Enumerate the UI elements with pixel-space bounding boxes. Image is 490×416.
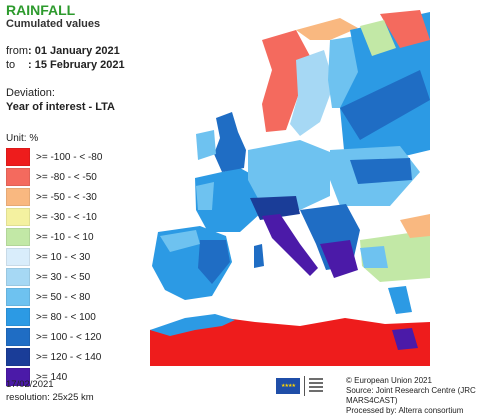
legend-item: >= -80 - < -50 (6, 167, 102, 187)
sweden (290, 50, 334, 136)
legend-item: >= 120 - < 140 (6, 347, 102, 367)
ireland (196, 130, 216, 160)
alps-wet (250, 196, 300, 220)
legend-item: >= 50 - < 80 (6, 287, 102, 307)
france-west-light (196, 182, 214, 210)
legend-item: >= 80 - < 100 (6, 307, 102, 327)
map-subtitle: Cumulated values (6, 18, 101, 30)
legend-label: >= 10 - < 30 (36, 251, 91, 263)
footer-resolution: resolution: 25x25 km (6, 392, 94, 403)
legend-swatch (6, 308, 30, 326)
russia-north-dry (380, 10, 430, 48)
from-date-row: from: 01 January 2021 (6, 45, 120, 57)
legend-swatch (6, 288, 30, 306)
legend-item: >= 10 - < 30 (6, 247, 102, 267)
legend-item: >= 140 (6, 367, 102, 387)
legend-label: >= -10 - < 10 (36, 231, 94, 243)
legend-label: >= 50 - < 80 (36, 291, 91, 303)
eu-stars-icon: ★★★★ (281, 383, 296, 389)
jrc-bars-icon (309, 378, 323, 394)
legend-swatch (6, 188, 30, 206)
italy (262, 214, 318, 276)
levant (388, 286, 412, 314)
norway (262, 30, 310, 132)
legend-label: >= -50 - < -30 (36, 191, 97, 203)
legend-item: >= -50 - < -30 (6, 187, 102, 207)
deviation-value: Year of interest - LTA (6, 101, 116, 113)
credits-block: © European Union 2021 Source: Joint Rese… (346, 376, 490, 416)
legend-item: >= 30 - < 50 (6, 267, 102, 287)
to-value: : 15 February 2021 (28, 59, 125, 71)
russia-north-yellow (360, 20, 396, 56)
credit-line-2: Source: Joint Research Centre (JRC MARS4… (346, 386, 476, 405)
map-title: RAINFALL (6, 2, 76, 18)
legend-label: >= -100 - < -80 (36, 151, 103, 163)
legend-item: >= -30 - < -10 (6, 207, 102, 227)
legend-label: >= -30 - < -10 (36, 211, 97, 223)
legend-swatch (6, 168, 30, 186)
jrc-logo (304, 376, 327, 396)
footer-date: 17/02/2021 (6, 379, 54, 390)
north-africa-coast-wet (150, 314, 235, 336)
sardinia (254, 244, 264, 268)
to-date-row: to : 15 February 2021 (6, 59, 125, 71)
legend-swatch (6, 248, 30, 266)
legend-label: >= 30 - < 50 (36, 271, 91, 283)
rainfall-map (150, 10, 430, 366)
turkey (360, 230, 430, 282)
iberia-north-wet (160, 230, 200, 252)
legend-swatch (6, 348, 30, 366)
greece-wet (320, 240, 358, 278)
legend: >= -100 - < -80 >= -80 - < -50 >= -50 - … (6, 147, 102, 387)
ukraine-dark-band (350, 158, 412, 184)
legend-swatch (6, 328, 30, 346)
turkey-west-wet (360, 246, 388, 268)
eu-flag-logo: ★★★★ (276, 378, 300, 394)
caucasus-dry (400, 214, 430, 238)
legend-item: >= 100 - < 120 (6, 327, 102, 347)
legend-label: >= -80 - < -50 (36, 171, 97, 183)
legend-label: >= 120 - < 140 (36, 351, 102, 363)
legend-label: >= 140 (36, 371, 68, 383)
legend-swatch (6, 148, 30, 166)
central-europe (248, 140, 330, 210)
legend-swatch (6, 268, 30, 286)
legend-item: >= -100 - < -80 (6, 147, 102, 167)
great-britain (214, 112, 246, 172)
legend-swatch (6, 228, 30, 246)
credit-line-1: © European Union 2021 (346, 376, 432, 385)
legend-label: >= 80 - < 100 (36, 311, 96, 323)
north-africa-region (150, 316, 430, 366)
legend-label: >= 100 - < 120 (36, 331, 102, 343)
europe-map-svg (150, 10, 430, 366)
to-label: to (6, 59, 16, 71)
legend-swatch (6, 208, 30, 226)
credit-line-3: Processed by: Alterra consortium (346, 406, 464, 415)
north-norway-coast (296, 18, 358, 40)
legend-swatch (6, 368, 30, 386)
legend-unit: Unit: % (6, 133, 39, 144)
legend-item: >= -10 - < 10 (6, 227, 102, 247)
russia-belt-dark (340, 70, 430, 140)
egypt-wet-patch (392, 328, 418, 350)
iberia-east-wet (198, 240, 230, 284)
from-label: from (6, 45, 28, 57)
from-value: : 01 January 2021 (28, 45, 120, 57)
deviation-label: Deviation: (6, 87, 55, 99)
